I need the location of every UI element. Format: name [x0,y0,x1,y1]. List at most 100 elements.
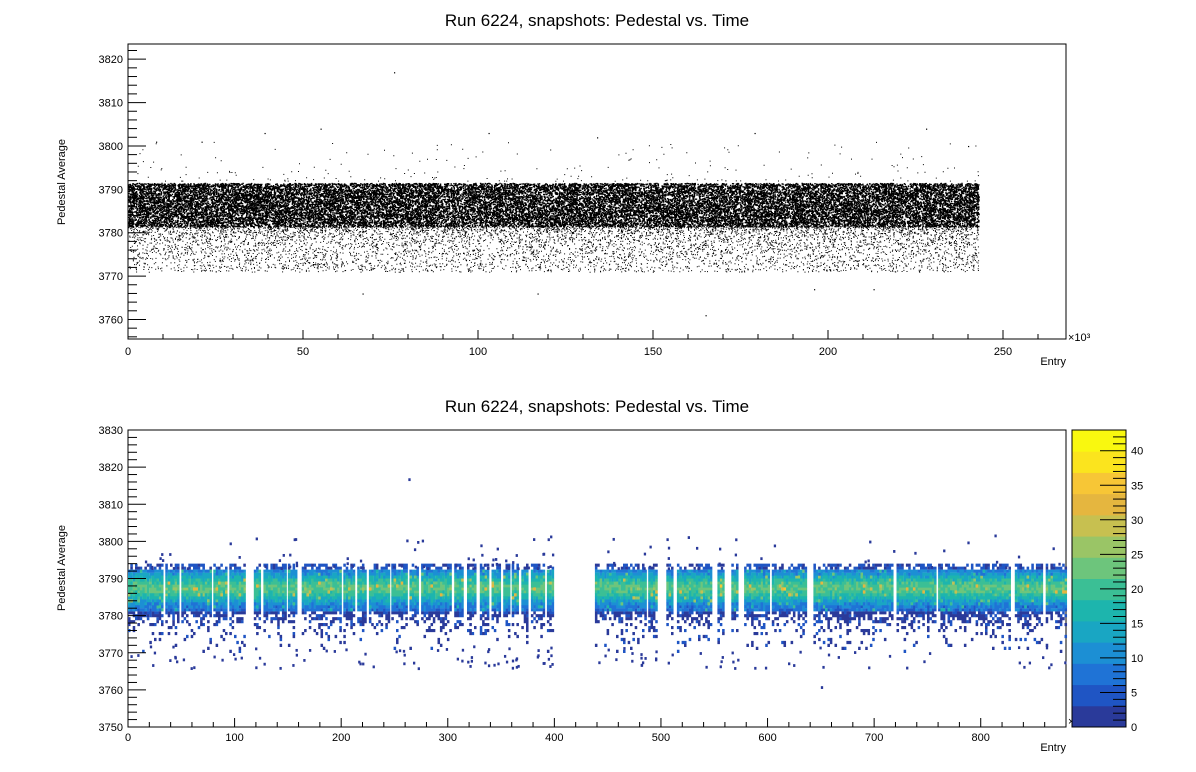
outlier-cell [503,654,507,658]
outlier-cell [505,564,508,568]
y-tick-label: 3780 [99,611,123,623]
y-tick-label: 3810 [99,499,123,511]
outlier-cell [472,567,475,571]
color-scale-step [1072,599,1126,622]
outlier-cell [888,654,892,658]
outlier-cell [406,539,409,543]
outlier-cell [731,651,734,655]
outlier-cell [640,656,643,660]
outlier-cell [413,548,417,552]
z-tick-label: 25 [1131,549,1143,561]
outlier-cell [505,559,508,563]
outlier-cell [398,649,402,653]
outlier-cell [721,656,724,659]
color-scale-frame [1071,429,1127,728]
outlier-cell [527,566,530,570]
color-scale-bar [1071,429,1127,728]
outlier-cell [346,562,349,566]
outlier-cell [295,648,298,652]
outlier-cell [705,665,708,669]
top-x-axis-label: Entry [1040,356,1066,368]
color-scale-step [1072,430,1126,452]
outlier-cell [927,566,930,570]
outlier-cell [1017,555,1021,559]
x-tick-label: 250 [994,346,1012,358]
outlier-cell [487,664,491,668]
outlier-cell [497,662,500,666]
outlier-cell [400,564,404,568]
outlier-cell [151,567,154,570]
outlier-cell [345,648,348,652]
outlier-cell [719,665,722,669]
outlier-point [754,132,756,135]
outlier-cell [607,550,610,554]
outlier-cell [473,645,476,649]
outlier-cell [325,649,328,653]
outlier-cell [461,659,464,663]
color-scale-step [1072,663,1126,686]
outlier-cell [943,549,946,553]
outlier-cell [1045,646,1049,650]
outlier-cell [718,562,721,566]
z-tick-label: 35 [1131,480,1143,492]
outlier-cell [176,660,179,664]
outlier-cell [161,553,164,556]
outlier-cell [764,666,768,670]
outlier-cell [735,538,738,542]
outlier-cell [1058,562,1061,566]
color-scale-step [1072,705,1126,728]
outlier-cell [229,542,232,546]
outlier-cell [403,662,406,666]
outlier-cell [536,655,540,659]
outlier-cell [655,657,658,661]
outlier-cell [144,560,148,564]
outlier-cell [718,547,722,551]
y-tick-label: 3760 [99,685,123,697]
outlier-cell [536,567,539,570]
y-tick-label: 3830 [99,425,123,437]
outlier-cell [720,567,724,570]
outlier-cell [190,667,193,670]
color-scale-step [1072,642,1126,664]
x-tick-label: 600 [758,732,776,744]
outlier-cell [754,666,757,670]
outlier-cell [422,565,426,569]
y-tick-label: 3800 [99,141,123,153]
color-scale-step [1072,578,1126,601]
outlier-cell [1052,547,1055,551]
outlier-cell [295,564,299,568]
outlier-cell [427,567,430,571]
outlier-cell [893,550,896,553]
outlier-point [488,132,490,135]
outlier-cell [734,667,737,670]
outlier-cell [667,546,671,550]
outlier-cell [294,538,298,541]
x-tick-label: 100 [225,732,243,744]
outlier-cell [333,650,336,653]
top-panel: Run 6224, snapshots: Pedestal vs. Time 0… [56,11,1091,368]
top-x-multiplier: ×10³ [1068,332,1091,344]
outlier-cell [641,661,645,665]
top-y-axis-label: Pedestal Average [56,139,68,225]
color-scale-step [1072,536,1126,558]
outlier-cell [507,565,511,568]
x-tick-label: 100 [469,346,487,358]
outlier-cell [295,561,299,565]
outlier-cell [193,666,196,670]
outlier-cell [445,648,449,651]
outlier-cell [255,647,258,651]
heatmap-cell-group [127,569,1068,612]
outlier-cell [517,567,520,571]
color-scale-ticks: 0 5 10 15 20 25 30 35 40 [1100,436,1143,734]
outlier-cell [732,660,735,664]
outlier-cell [667,557,670,560]
outlier-cell [1048,666,1051,670]
outlier-cell [631,652,634,655]
outlier-cell [169,553,172,556]
outlier-cell [346,557,349,561]
x-tick-label: 500 [652,732,670,744]
color-scale-step [1072,493,1126,516]
outlier-cell [655,650,658,654]
z-tick-label: 0 [1131,722,1137,734]
outlier-cell [495,562,499,566]
